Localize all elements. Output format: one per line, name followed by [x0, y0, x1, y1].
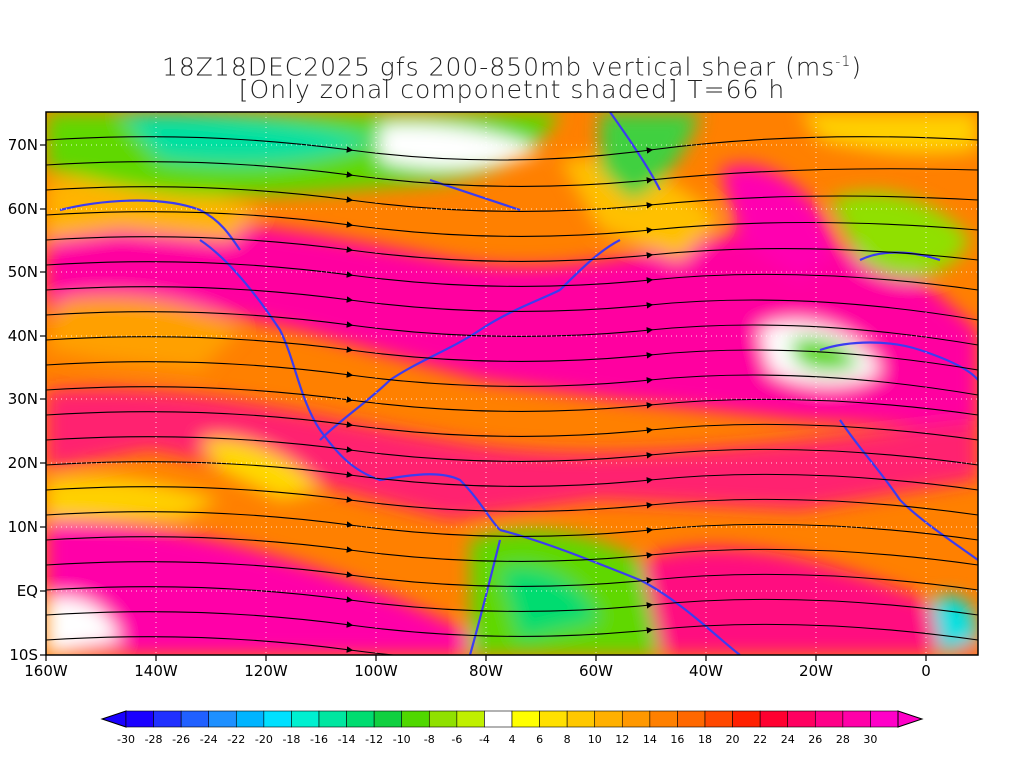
- colorbar-label: 10: [587, 733, 602, 746]
- lat-label: 10S: [9, 646, 38, 664]
- colorbar-label: -28: [144, 733, 163, 746]
- lat-label: 10N: [7, 518, 38, 536]
- colorbar-label: -10: [392, 733, 411, 746]
- colorbar-swatch: [456, 710, 485, 728]
- lon-label: 120W: [244, 662, 288, 680]
- colorbar-label: 6: [536, 733, 544, 746]
- colorbar-swatch: [291, 710, 320, 728]
- colorbar-label: -16: [310, 733, 328, 746]
- colorbar-label: 12: [615, 733, 630, 746]
- lat-label: EQ: [16, 582, 38, 600]
- colorbar-label: 16: [670, 733, 685, 746]
- colorbar-swatch: [125, 710, 154, 728]
- colorbar-swatch: [677, 710, 706, 728]
- colorbar-swatch: [401, 710, 430, 728]
- lat-label: 40N: [7, 327, 38, 345]
- colorbar-label: 30: [863, 733, 878, 746]
- colorbar-label: -20: [254, 733, 273, 746]
- colorbar-swatch: [842, 710, 871, 728]
- colorbar-label: -18: [282, 733, 301, 746]
- colorbar-swatch: [732, 710, 761, 728]
- lon-label: 0: [921, 662, 931, 680]
- colorbar-swatch: [511, 710, 540, 728]
- axis-ticks: [40, 144, 927, 661]
- colorbar-swatch: [704, 710, 733, 728]
- lon-label: 160W: [24, 662, 68, 680]
- lat-label: 20N: [7, 454, 38, 472]
- lon-label: 20W: [799, 662, 833, 680]
- chart-title-line1: 18Z18DEC2025 gfs 200-850mb vertical shea…: [161, 52, 863, 82]
- colorbar-label: 22: [753, 733, 768, 746]
- colorbar-label: 8: [563, 733, 571, 746]
- chart-title-line2: [Only zonal componetnt shaded] T=66 h: [238, 75, 786, 104]
- colorbar-label: -30: [117, 733, 135, 746]
- colorbar-min-arrow: [100, 710, 127, 728]
- colorbar-swatch: [208, 710, 237, 728]
- colorbar-swatch: [870, 710, 899, 728]
- colorbar-swatch: [787, 710, 816, 728]
- lon-label: 60W: [579, 662, 613, 680]
- colorbar-label: -8: [423, 733, 435, 746]
- colorbar-swatch: [566, 710, 596, 728]
- graticule: [46, 112, 978, 655]
- plot-frame: [45, 111, 979, 656]
- colorbar-swatch: [235, 710, 265, 728]
- colorbar-label: -14: [337, 733, 356, 746]
- lat-label: 70N: [7, 136, 38, 154]
- colorbar-label: 14: [642, 733, 657, 746]
- colorbar-swatch: [814, 710, 844, 728]
- colorbar-swatch: [180, 710, 210, 728]
- lon-label: 80W: [469, 662, 503, 680]
- colorbar-label: 4: [508, 733, 516, 746]
- streamlines: [46, 136, 978, 655]
- colorbar-max-arrow: [897, 710, 924, 728]
- colorbar: [100, 710, 924, 728]
- colorbar-swatch: [649, 710, 678, 728]
- colorbar-swatch: [484, 710, 513, 728]
- colorbar-label: 26: [808, 733, 823, 746]
- colorbar-label: 24: [780, 733, 795, 746]
- lat-label: 60N: [7, 200, 38, 218]
- shear-field: [46, 112, 978, 655]
- colorbar-label: -24: [199, 733, 218, 746]
- colorbar-label: 18: [698, 733, 712, 746]
- colorbar-label: -12: [365, 733, 384, 746]
- colorbar-label: 20: [725, 733, 740, 746]
- lon-label: 140W: [134, 662, 178, 680]
- colorbar-swatch: [428, 710, 458, 728]
- colorbar-swatch: [318, 710, 347, 728]
- colorbar-swatch: [153, 710, 182, 728]
- lat-label: 50N: [7, 263, 38, 281]
- colorbar-label: -26: [172, 733, 191, 746]
- lon-label: 40W: [689, 662, 723, 680]
- colorbar-label: 28: [835, 733, 850, 746]
- colorbar-label: -4: [478, 733, 490, 746]
- colorbar-label: -6: [451, 733, 463, 746]
- lon-label: 100W: [354, 662, 398, 680]
- colorbar-swatch: [621, 710, 651, 728]
- colorbar-swatch: [594, 710, 623, 728]
- lat-label: 30N: [7, 390, 38, 408]
- colorbar-label: -22: [227, 733, 246, 746]
- colorbar-swatch: [539, 710, 568, 728]
- colorbar-swatch: [263, 710, 292, 728]
- colorbar-swatch: [373, 710, 403, 728]
- colorbar-swatch: [759, 710, 789, 728]
- colorbar-swatch: [346, 710, 375, 728]
